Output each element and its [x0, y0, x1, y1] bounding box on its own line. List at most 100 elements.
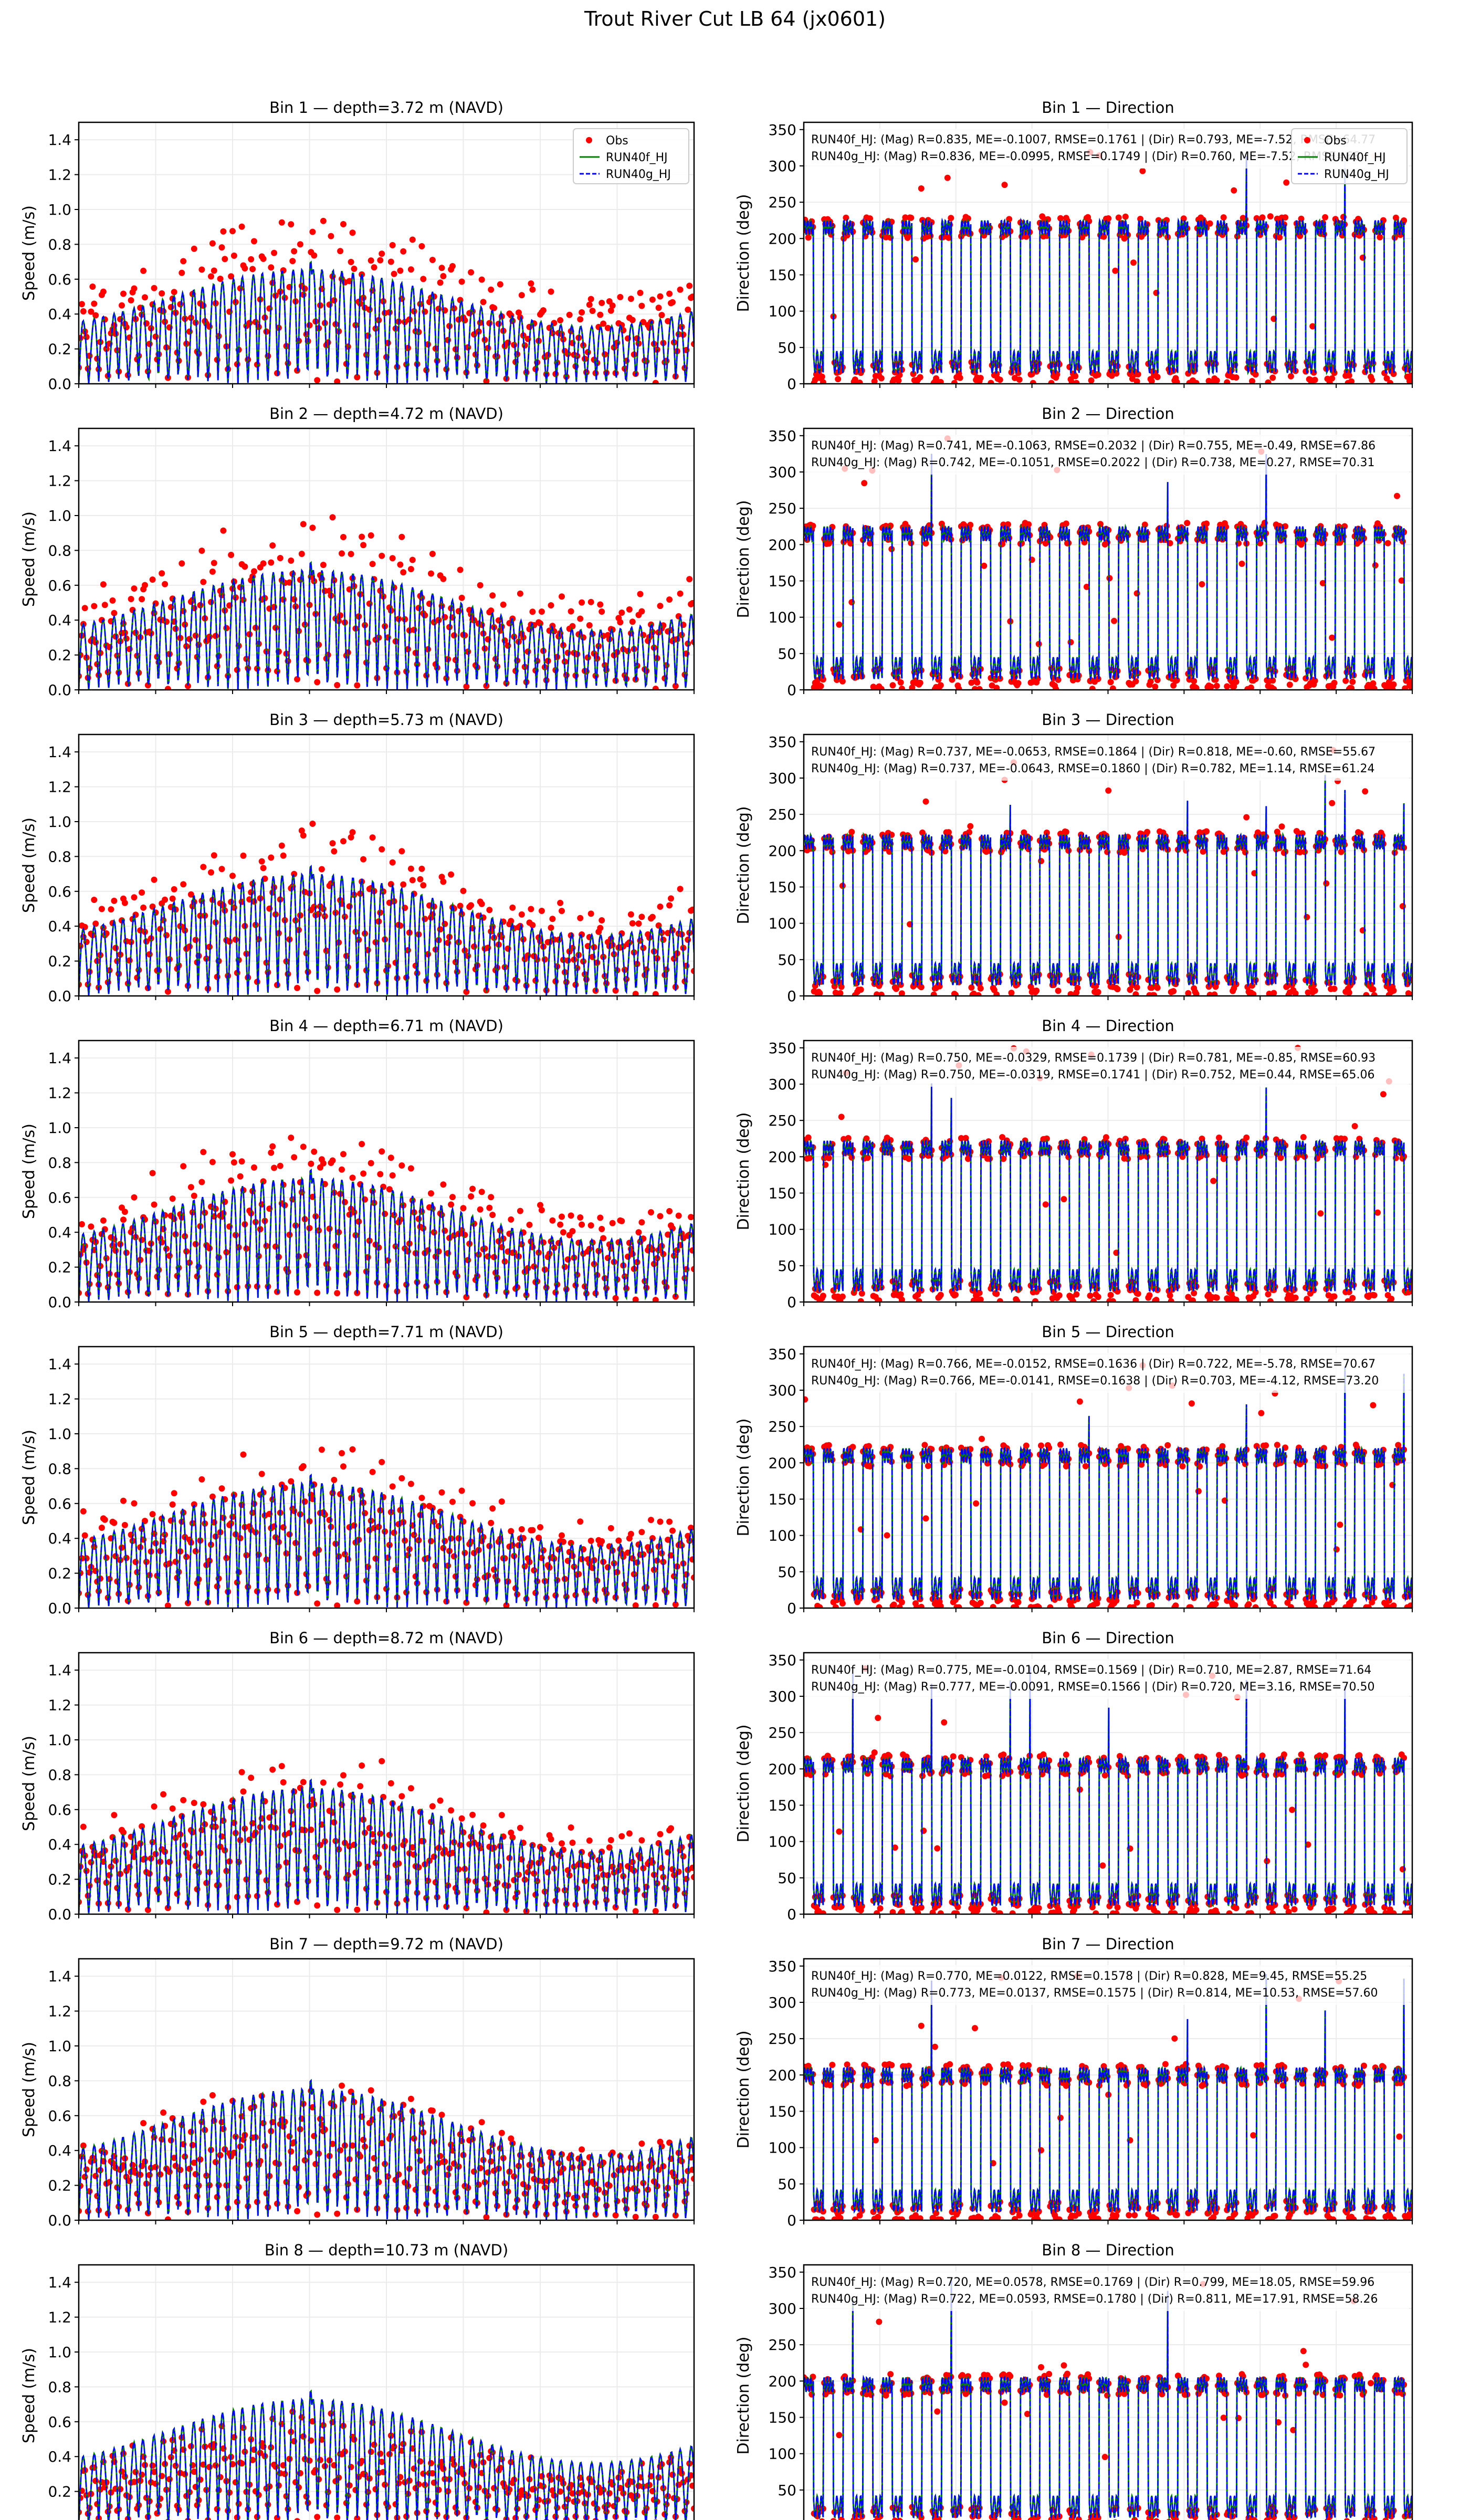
obs-point [587, 1222, 594, 1229]
obs-point [993, 991, 1000, 996]
obs-point [524, 952, 531, 959]
y-tick-label: 0 [787, 1600, 796, 1617]
obs-point [111, 1519, 118, 1526]
obs-point [398, 1475, 405, 1482]
obs-point [598, 300, 605, 306]
obs-point [1249, 378, 1255, 384]
obs-point [163, 932, 170, 939]
y-tick-label: 0.8 [48, 1154, 71, 1171]
obs-point [440, 878, 447, 885]
obs-point [1304, 914, 1310, 920]
y-tick-label: 50 [778, 339, 796, 356]
obs-point [816, 1604, 823, 1608]
obs-point [291, 248, 298, 255]
obs-point [337, 248, 344, 255]
obs-point [100, 288, 107, 295]
obs-point [348, 551, 354, 558]
obs-point [832, 1604, 839, 1608]
axes-frame [803, 121, 1413, 385]
obs-point [918, 185, 925, 192]
obs-point [598, 917, 605, 923]
obs-point [561, 1264, 568, 1270]
obs-point [1383, 375, 1390, 382]
obs-point [477, 1206, 484, 1213]
obs-point [1025, 521, 1032, 528]
obs-point [309, 228, 316, 235]
obs-point [996, 1298, 1003, 1302]
y-tick-label: 1.2 [48, 779, 71, 796]
obs-point [638, 914, 645, 920]
obs-point [220, 527, 227, 534]
obs-point [839, 1293, 846, 1300]
obs-point [648, 1517, 654, 1524]
obs-point [677, 590, 684, 597]
obs-point [465, 1257, 471, 1264]
obs-point [1151, 992, 1158, 996]
obs-point [240, 1451, 247, 1458]
obs-point [220, 228, 227, 235]
obs-point [897, 679, 904, 686]
y-tick-label: 1.4 [48, 131, 71, 149]
obs-point [627, 911, 634, 918]
obs-point [689, 1247, 694, 1254]
obs-point [878, 375, 885, 382]
obs-point [604, 1564, 611, 1571]
obs-point [975, 992, 982, 996]
obs-point [597, 925, 604, 931]
obs-point [83, 333, 90, 340]
obs-point [491, 1254, 498, 1261]
obs-point [1129, 375, 1136, 382]
obs-point [1233, 678, 1240, 685]
obs-point [1276, 523, 1283, 529]
obs-point [569, 1228, 576, 1235]
obs-point [666, 596, 673, 603]
obs-point [1146, 1292, 1153, 1299]
panel-speed-bin3: Bin 3 — depth=5.73 m (NAVD)0.00.20.40.60… [20, 711, 695, 1005]
obs-point [1196, 829, 1203, 836]
obs-point [422, 612, 428, 618]
obs-point [351, 266, 358, 272]
obs-point [346, 903, 353, 910]
obs-point [100, 581, 107, 588]
obs-point [268, 559, 275, 566]
obs-point [1387, 380, 1393, 384]
obs-point [1005, 521, 1011, 528]
panel-title: Bin 4 — Direction [1042, 1017, 1174, 1035]
obs-point [320, 562, 327, 568]
obs-point [1371, 1292, 1378, 1299]
panel-direction-bin3: Bin 3 — Direction050100150200250300350Di… [734, 711, 1413, 1005]
obs-point [331, 297, 338, 304]
obs-point [1348, 378, 1355, 384]
obs-point [686, 576, 693, 583]
obs-point [101, 602, 108, 608]
y-tick-label: 300 [769, 770, 796, 787]
obs-point [884, 1532, 890, 1539]
obs-point [294, 1289, 301, 1296]
obs-point [1170, 988, 1177, 994]
panel-speed-bin2: Bin 2 — depth=4.72 m (NAVD)0.00.20.40.60… [20, 405, 695, 699]
obs-point [291, 1154, 298, 1161]
y-tick-label: 300 [769, 1076, 796, 1093]
obs-point [297, 241, 303, 248]
obs-point [91, 897, 98, 903]
obs-point [458, 594, 465, 601]
y-axis-label: Direction (deg) [734, 500, 753, 618]
obs-point [669, 1527, 676, 1534]
obs-point [1311, 376, 1318, 383]
obs-point [607, 307, 614, 314]
obs-point [400, 248, 407, 255]
obs-point [229, 1151, 236, 1158]
obs-point [92, 312, 99, 319]
obs-point [579, 309, 585, 316]
obs-point [497, 281, 503, 288]
obs-point [1109, 1298, 1116, 1302]
obs-point [1164, 1442, 1171, 1448]
obs-point [908, 214, 915, 221]
obs-point [537, 1524, 543, 1530]
y-tick-label: 0.8 [48, 542, 71, 559]
obs-point [587, 1537, 594, 1544]
panel-direction-bin4: Bin 4 — Direction050100150200250300350Di… [734, 1017, 1413, 1311]
obs-point [1069, 1298, 1076, 1302]
obs-point [905, 1463, 912, 1469]
panel-title: Bin 2 — depth=4.72 m (NAVD) [269, 405, 503, 423]
